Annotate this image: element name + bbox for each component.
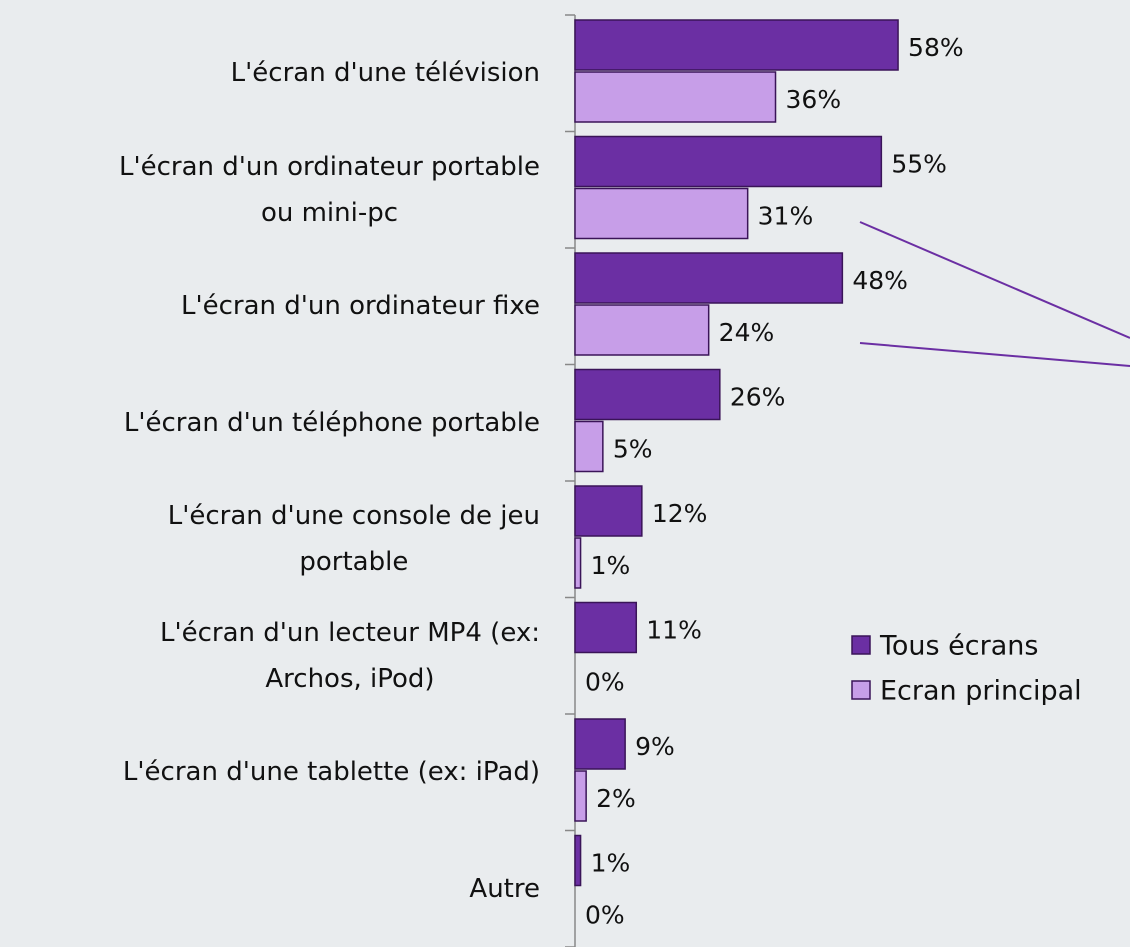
bar [574,135,883,188]
category-label: L'écran d'un ordinateur fixe [181,248,540,365]
legend-label: Tous écrans [879,631,1038,662]
category-label: L'écran d'une console de jeu portable [168,481,540,598]
value-label: 1% [591,849,631,878]
bar [574,537,582,589]
category-label: L'écran d'une tablette (ex: iPad) [123,714,540,831]
category-label: L'écran d'un téléphone portable [124,365,540,482]
category-text: Autre [469,873,540,904]
bar [574,485,643,537]
category-label: L'écran d'une télévision [231,15,540,132]
legend-swatch [851,680,871,700]
value-label: 58% [908,33,964,62]
bar [574,601,638,654]
bar [574,187,749,240]
value-label: 31% [758,202,814,231]
legend-swatch [851,635,871,655]
bar [574,252,844,304]
category-text: L'écran d'une télévision [230,58,540,89]
value-label: 0% [585,668,625,697]
value-label: 11% [646,616,702,645]
bar [574,770,587,822]
value-label: 36% [786,85,842,114]
category-text: L'écran d'un téléphone portable [123,407,540,438]
category-label: L'écran d'un ordinateur portable ou mini… [119,132,540,249]
bar [574,71,777,123]
value-label: 48% [852,266,908,295]
bar [574,304,710,356]
value-label: 26% [730,383,786,412]
value-label: 12% [652,499,708,528]
value-label: 5% [613,435,653,464]
bar [574,834,582,887]
category-label: Autre [469,831,540,947]
category-text: L'écran d'une console de jeu portable [167,501,540,578]
bar [574,19,899,71]
category-text: L'écran d'un ordinateur fixe [180,291,540,322]
bar [574,718,626,770]
annotation-line [859,221,1130,339]
category-text: L'écran d'un ordinateur portable ou mini… [118,151,540,228]
category-label: L'écran d'un lecteur MP4 (ex: Archos, iP… [160,598,540,715]
category-text: L'écran d'un lecteur MP4 (ex: Archos, iP… [159,617,540,694]
value-label: 0% [585,901,625,930]
value-label: 55% [891,150,947,179]
value-label: 9% [635,732,675,761]
category-text: L'écran d'une tablette (ex: iPad) [122,757,540,788]
value-label: 24% [719,318,775,347]
value-label: 1% [591,551,631,580]
legend-label: Ecran principal [880,676,1082,707]
bar [574,420,604,473]
bar [574,368,721,421]
value-label: 2% [596,784,636,813]
annotation-line [859,342,1130,367]
